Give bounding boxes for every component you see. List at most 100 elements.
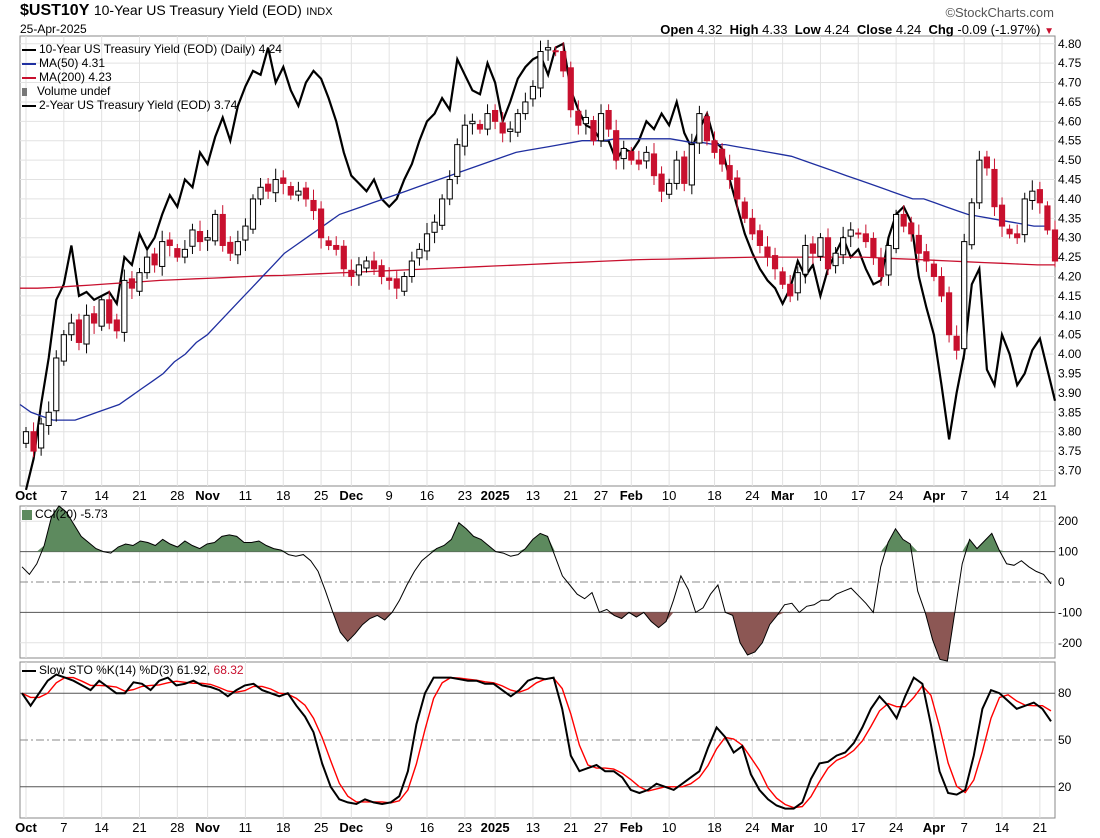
- candle-body: [756, 230, 764, 246]
- sto-label: Slow STO %K(14) %D(3) 61.92,: [39, 663, 211, 677]
- candle-body: [734, 177, 741, 200]
- x-tick-label: 14: [94, 488, 108, 503]
- sto-tick-label: 50: [1058, 733, 1072, 747]
- candle-body: [249, 198, 257, 230]
- open-value: 4.32: [697, 22, 723, 37]
- y-tick-label: 4.70: [1058, 76, 1082, 90]
- candle-body: [45, 411, 52, 426]
- candle-body: [280, 177, 287, 184]
- candle-body: [212, 213, 219, 242]
- candle-body: [749, 217, 756, 235]
- close-label: Close: [856, 22, 893, 37]
- candle-body: [136, 272, 143, 292]
- legend-entry-ma200[interactable]: MA(200) 4.23: [22, 70, 112, 84]
- k-swatch-icon: [22, 669, 36, 672]
- candle-body: [416, 248, 423, 259]
- candle-body: [1051, 229, 1059, 262]
- legend-entry-volume[interactable]: Volume undef: [22, 84, 110, 98]
- candle-body: [529, 85, 537, 100]
- x-tick-label: 2025: [481, 488, 510, 503]
- candle-body: [348, 269, 355, 278]
- x-tick-label: 2025: [481, 820, 510, 835]
- high-label: High: [729, 22, 759, 37]
- candle-body: [870, 238, 877, 258]
- candle-body: [923, 251, 930, 262]
- x-tick-label: Dec: [339, 820, 363, 835]
- y-tick-label: 3.90: [1058, 386, 1082, 400]
- legend-label: Volume undef: [37, 84, 111, 98]
- legend-entry-ust2y[interactable]: 2-Year US Treasury Yield (EOD) 3.74: [22, 98, 237, 112]
- x-tick-label: 21: [132, 820, 146, 835]
- candle-body: [544, 47, 552, 51]
- x-tick-label: Feb: [620, 488, 643, 503]
- legend-entry-ust10y[interactable]: 10-Year US Treasury Yield (EOD) (Daily) …: [22, 42, 282, 56]
- candle-body: [582, 116, 589, 125]
- candle-body: [257, 186, 264, 200]
- candle-body: [310, 199, 317, 212]
- candle-body: [998, 204, 1006, 227]
- x-tick-label: 18: [707, 488, 721, 503]
- candle-body: [976, 159, 983, 204]
- x-tick-label: 24: [745, 488, 759, 503]
- candle-body: [650, 153, 658, 177]
- x-tick-label: 16: [420, 488, 434, 503]
- candle-body: [476, 123, 484, 130]
- symbol-name: 10-Year US Treasury Yield (EOD): [93, 2, 302, 18]
- x-tick-label: 17: [851, 488, 865, 503]
- candle-body: [439, 198, 446, 226]
- x-tick-label: 27: [594, 488, 608, 503]
- x-tick-label: Nov: [195, 820, 220, 835]
- candle-body: [961, 241, 968, 350]
- candle-body: [242, 225, 249, 241]
- candle-body: [378, 265, 385, 278]
- y-tick-label: 4.45: [1058, 173, 1082, 187]
- candle-body: [121, 279, 128, 333]
- candle-body: [658, 173, 665, 192]
- cci-legend[interactable]: CCI(20) -5.73: [22, 507, 108, 521]
- x-tick-label: 9: [386, 488, 393, 503]
- candle-body: [302, 187, 310, 200]
- y-tick-label: 3.85: [1058, 405, 1082, 419]
- candle-body: [893, 213, 900, 250]
- candle-body: [711, 140, 718, 153]
- x-tick-label: 7: [961, 488, 968, 503]
- candle-body: [575, 110, 582, 126]
- line-swatch-icon: [22, 76, 36, 79]
- y-tick-label: 4.40: [1058, 192, 1082, 206]
- candle-body: [151, 253, 158, 266]
- candle-body: [174, 248, 181, 258]
- candle-body: [60, 334, 67, 362]
- x-tick-label: 10: [662, 820, 676, 835]
- candle-body: [1014, 233, 1021, 239]
- brand-logo[interactable]: ©StockCharts.com: [945, 5, 1054, 20]
- chart-symbol-title: $UST10Y 10-Year US Treasury Yield (EOD) …: [20, 2, 333, 20]
- candle-body: [862, 233, 869, 243]
- candle-body: [98, 299, 105, 327]
- x-tick-label: Oct: [15, 820, 37, 835]
- candle-body: [507, 128, 514, 132]
- y-tick-label: 4.30: [1058, 231, 1082, 245]
- candle-body: [272, 179, 279, 194]
- y-tick-label: 3.70: [1058, 463, 1082, 477]
- y-tick-label: 4.35: [1058, 211, 1082, 225]
- candle-body: [159, 241, 166, 267]
- candle-body: [681, 156, 688, 184]
- price-panel: Oct 7 14 21 28 Nov 11 18 25 Dec 9 16 23 2025 13 21 27 Feb…: [15, 35, 1082, 503]
- legend-entry-ma50[interactable]: MA(50) 4.31: [22, 56, 105, 70]
- candle-body: [68, 322, 75, 336]
- candle-body: [817, 237, 824, 257]
- candle-body: [181, 248, 188, 258]
- sto-legend[interactable]: Slow STO %K(14) %D(3) 61.92, 68.32: [22, 663, 244, 677]
- y-tick-label: 3.95: [1058, 367, 1082, 381]
- candle-body: [741, 201, 748, 219]
- candle-body: [779, 271, 786, 285]
- x-tick-label: 11: [239, 488, 253, 503]
- candle-body: [189, 229, 196, 247]
- candle-body: [643, 151, 650, 162]
- x-tick-label: 24: [889, 488, 903, 503]
- sto-d-line: [21, 676, 1052, 809]
- chg-label: Chg: [928, 22, 954, 37]
- candle-body: [824, 237, 832, 270]
- candle-body: [794, 272, 801, 294]
- candle-body: [196, 231, 204, 243]
